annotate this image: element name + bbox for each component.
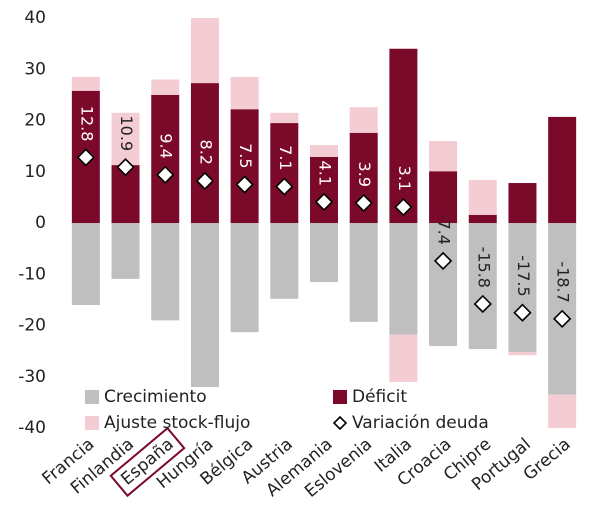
marker — [275, 177, 294, 196]
bar — [468, 223, 497, 350]
bar — [230, 76, 259, 110]
legend-label: Variación deuda — [352, 413, 489, 433]
bar — [429, 141, 458, 172]
bar — [111, 112, 140, 166]
marker — [76, 148, 95, 167]
marker — [235, 175, 254, 194]
bar — [389, 334, 418, 382]
value-label: 9.4 — [157, 133, 176, 158]
y-tick-label: 40 — [24, 8, 46, 28]
bar — [548, 116, 577, 223]
legend-label: Crecimiento — [104, 387, 207, 407]
value-label: -17.5 — [514, 255, 533, 296]
bar — [548, 223, 577, 395]
bar — [270, 223, 299, 299]
bar — [151, 223, 180, 321]
bar — [349, 223, 378, 322]
marker — [433, 251, 453, 271]
value-label: -18.7 — [554, 261, 573, 302]
bar — [310, 223, 338, 282]
highlight-box — [109, 426, 186, 498]
bar — [389, 48, 418, 223]
marker — [314, 192, 334, 212]
bar — [429, 223, 458, 346]
bar — [349, 107, 378, 133]
y-tick-label: 30 — [24, 59, 46, 79]
bar — [151, 79, 180, 95]
value-label: 8.2 — [196, 140, 215, 165]
legend-marker — [332, 415, 348, 431]
bar — [310, 145, 338, 157]
marker — [553, 309, 572, 328]
bar — [310, 156, 338, 223]
legend-swatch — [85, 416, 99, 430]
bar — [389, 223, 418, 335]
value-label: 3.9 — [355, 162, 374, 187]
bar — [508, 352, 537, 356]
y-tick-label: 20 — [24, 111, 46, 131]
bar — [71, 223, 100, 305]
y-tick-label: -30 — [18, 367, 46, 387]
bar — [548, 394, 577, 428]
value-label: 10.9 — [117, 116, 136, 152]
marker — [116, 158, 135, 177]
legend-label: Déficit — [352, 387, 407, 407]
value-label: -7.4 — [435, 214, 454, 245]
y-tick-label: 10 — [24, 162, 46, 182]
bar — [429, 171, 458, 223]
value-label: -15.8 — [474, 247, 493, 288]
value-label: 12.8 — [77, 106, 96, 142]
bar — [270, 112, 299, 124]
marker — [354, 193, 373, 213]
legend-swatch — [85, 390, 99, 404]
value-label: 7.1 — [276, 145, 295, 170]
marker — [473, 294, 492, 314]
legend-label: Ajuste stock-flujo — [104, 413, 250, 433]
value-label: 7.5 — [236, 143, 255, 168]
bar — [111, 223, 140, 279]
marker — [156, 165, 175, 184]
bar — [190, 223, 219, 387]
y-tick-label: 0 — [35, 213, 46, 233]
bar — [71, 76, 100, 91]
value-label: 4.1 — [316, 161, 335, 186]
marker — [394, 197, 413, 217]
bar — [151, 94, 180, 223]
y-tick-label: -10 — [18, 264, 46, 284]
value-label: 3.1 — [395, 166, 414, 191]
bar — [508, 223, 537, 353]
y-tick-label: -40 — [18, 418, 46, 438]
marker — [195, 171, 215, 191]
marker — [513, 303, 532, 322]
bar — [270, 123, 299, 223]
legend-swatch — [333, 390, 347, 404]
bar — [190, 18, 219, 84]
bar — [508, 183, 537, 223]
y-tick-label: -20 — [18, 316, 46, 336]
bar — [190, 83, 219, 224]
bar — [230, 109, 259, 223]
bar — [468, 179, 497, 215]
bar — [468, 214, 497, 223]
bar — [230, 223, 259, 333]
